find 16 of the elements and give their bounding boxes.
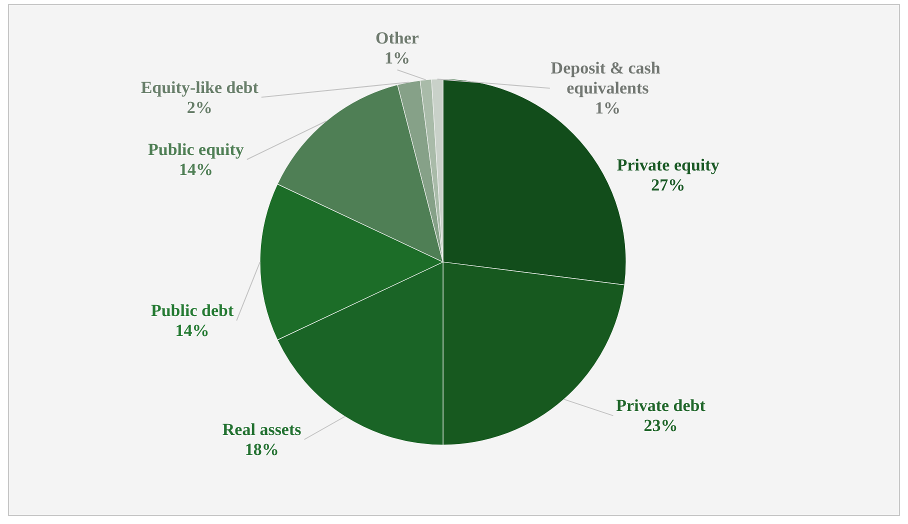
slice-label: Equity-like debt bbox=[140, 78, 259, 97]
data-label: 1% bbox=[594, 98, 620, 118]
slice-label: Deposit & cash equivalents bbox=[550, 58, 665, 98]
slice-label: Other bbox=[376, 28, 420, 48]
data-label: 2% bbox=[186, 98, 212, 117]
data-label: 18% bbox=[244, 440, 279, 460]
slice-label: Private equity bbox=[616, 156, 720, 175]
slice-label: Real assets bbox=[222, 420, 302, 440]
data-label: 1% bbox=[384, 48, 410, 68]
data-label: 23% bbox=[644, 416, 678, 436]
slice-label: Private debt bbox=[616, 396, 706, 416]
data-label: 14% bbox=[175, 321, 210, 340]
slice-label: Public debt bbox=[150, 301, 234, 320]
slice-label: Public equity bbox=[148, 140, 244, 160]
data-label: 14% bbox=[178, 160, 213, 180]
data-label: 27% bbox=[651, 176, 686, 195]
